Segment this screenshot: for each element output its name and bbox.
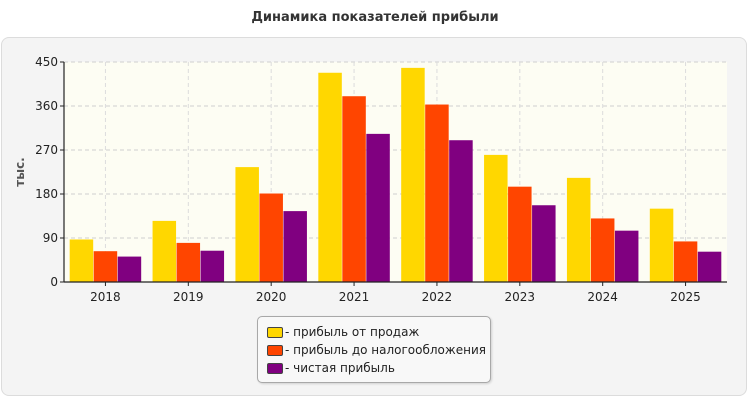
bar-2021-series-1: [318, 72, 342, 282]
bar-2025-series-1: [649, 208, 674, 282]
x-tick-label: 2023: [505, 290, 536, 304]
bar-2024-series-1: [566, 177, 591, 282]
bar-2018-series-3: [117, 256, 142, 282]
x-tick-label: 2022: [422, 290, 453, 304]
bar-2025-series-3: [697, 251, 722, 282]
bar-2024-series-2: [590, 218, 615, 282]
legend-label-net-profit: - чистая прибыль: [285, 361, 395, 375]
bar-2025-series-2: [673, 241, 698, 282]
y-tick-label: 270: [35, 143, 58, 157]
y-tick-label: 0: [50, 275, 58, 289]
x-tick-label: 2019: [173, 290, 204, 304]
y-tick-label: 180: [35, 187, 58, 201]
y-tick-label: 90: [43, 231, 58, 245]
bar-2022-series-3: [449, 140, 473, 282]
bar-2020-series-3: [283, 211, 307, 282]
legend-swatch-net-profit: [267, 362, 283, 374]
bar-2022-series-2: [425, 104, 449, 283]
bar-2018-series-2: [93, 251, 118, 282]
x-tick-label: 2018: [90, 290, 121, 304]
bar-2023-series-1: [484, 154, 508, 282]
bar-2019-series-3: [200, 250, 225, 282]
bar-2020-series-1: [235, 167, 259, 282]
legend-item-net-profit: - чистая прибыль: [267, 359, 490, 377]
x-tick-label: 2020: [256, 290, 287, 304]
bar-2021-series-3: [366, 133, 390, 282]
legend-label-pretax-profit: - прибыль до налогообложения: [285, 343, 486, 357]
legend-swatch-sales-profit: [267, 326, 283, 338]
legend-item-pretax-profit: - прибыль до налогообложения: [267, 341, 490, 359]
bar-2019-series-2: [176, 242, 201, 282]
bar-2020-series-2: [259, 193, 283, 282]
legend-item-sales-profit: - прибыль от продаж: [267, 323, 490, 341]
bar-2022-series-1: [401, 67, 425, 282]
x-tick-label: 2024: [587, 290, 618, 304]
x-tick-label: 2025: [670, 290, 701, 304]
y-tick-label: 450: [35, 55, 58, 69]
bar-2023-series-3: [532, 205, 556, 282]
bar-2018-series-1: [69, 239, 94, 282]
y-tick-label: 360: [35, 99, 58, 113]
y-axis-label: тыс.: [13, 157, 27, 186]
bar-2023-series-2: [508, 186, 532, 282]
bar-2024-series-3: [614, 230, 639, 282]
chart-legend: - прибыль от продаж - прибыль до налогоо…: [257, 316, 491, 383]
legend-label-sales-profit: - прибыль от продаж: [285, 325, 420, 339]
legend-swatch-pretax-profit: [267, 344, 283, 356]
bar-2021-series-2: [342, 96, 366, 282]
x-tick-label: 2021: [339, 290, 370, 304]
bar-2019-series-1: [152, 220, 177, 282]
chart-title: Динамика показателей прибыли: [251, 10, 499, 25]
